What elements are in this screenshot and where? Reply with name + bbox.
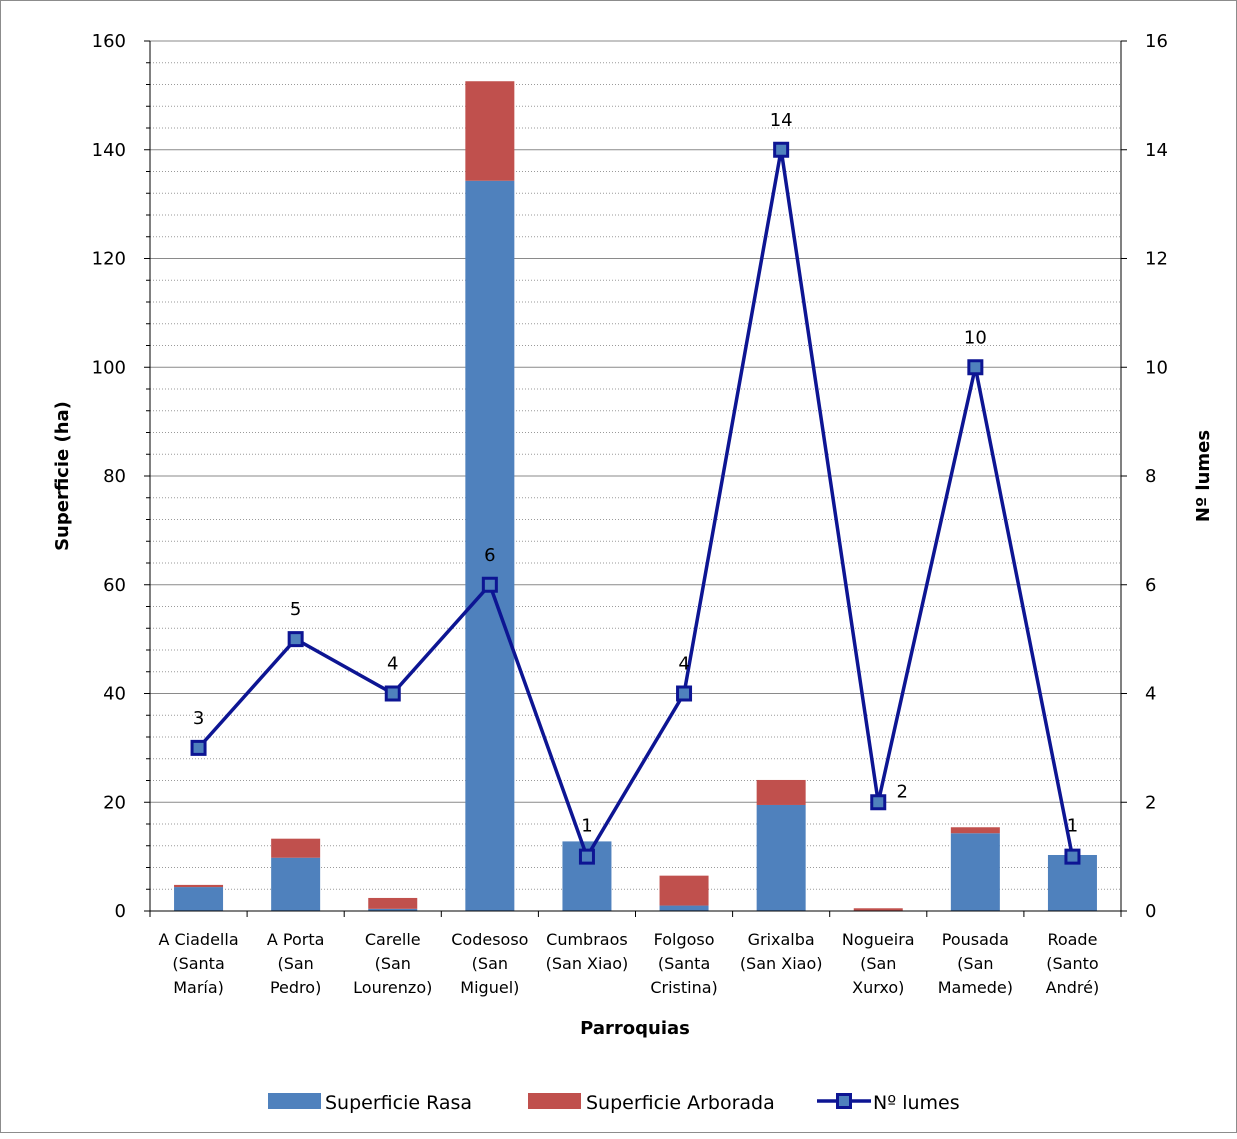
data-label-no-lumes: 6: [484, 545, 495, 566]
bar-superficie-rasa: [368, 908, 418, 911]
x-category-label: Cumbraos: [546, 930, 628, 949]
legend-label-superficie-arborada: Superficie Arborada: [586, 1092, 775, 1114]
x-category-label: Pousada: [942, 930, 1009, 949]
x-category-label: (San: [472, 954, 508, 973]
data-label-no-lumes: 4: [387, 654, 398, 675]
y2-tick-label: 6: [1145, 575, 1156, 596]
y-tick-label: 80: [103, 466, 126, 487]
x-category-label: María): [173, 978, 224, 997]
legend-swatch-superficie-arborada: [528, 1093, 581, 1109]
bar-superficie-arborada: [756, 779, 806, 805]
data-label-no-lumes: 3: [193, 708, 204, 729]
legend-label-no-lumes: Nº lumes: [873, 1092, 960, 1114]
line-marker: [481, 576, 498, 593]
x-category-label: (San Xiao): [546, 954, 629, 973]
bar-superficie-rasa: [465, 180, 515, 911]
y2-tick-label: 16: [1145, 31, 1168, 52]
line-marker: [773, 141, 790, 158]
bar-superficie-rasa: [174, 887, 224, 911]
y2-tick-label: 8: [1145, 466, 1156, 487]
data-label-no-lumes: 2: [897, 781, 908, 802]
x-category-label: (San Xiao): [740, 954, 823, 973]
x-category-label: Mamede): [938, 978, 1013, 997]
data-label-no-lumes: 10: [964, 327, 987, 348]
bar-superficie-arborada: [465, 81, 515, 181]
data-label-no-lumes: 4: [678, 654, 689, 675]
axes: [144, 40, 1127, 917]
y2-axis-title: Nº lumes: [1193, 430, 1214, 522]
legend-label-superficie-rasa: Superficie Rasa: [325, 1092, 472, 1114]
x-category-label: Codesoso: [451, 930, 528, 949]
x-category-label: (Santa: [658, 954, 710, 973]
y-tick-label: 60: [103, 575, 126, 596]
bars: [174, 81, 1097, 911]
x-category-label: Nogueira: [842, 930, 915, 949]
data-label-no-lumes: 14: [770, 110, 793, 131]
line-marker: [967, 359, 984, 376]
x-category-label: Folgoso: [654, 930, 715, 949]
y-tick-label: 40: [103, 684, 126, 705]
y2-tick-label: 10: [1145, 357, 1168, 378]
line-marker: [190, 739, 207, 756]
line-marker: [287, 631, 304, 648]
data-label-no-lumes: 5: [290, 599, 301, 620]
legend: Superficie Rasa Superficie Arborada Nº lum…: [268, 1092, 960, 1114]
x-category-label: Miguel): [460, 978, 519, 997]
bar-superficie-arborada: [950, 827, 1000, 834]
data-label-no-lumes: 1: [581, 816, 592, 837]
y-tick-label: 140: [92, 140, 126, 161]
y-tick-label: 120: [92, 249, 126, 270]
legend-marker-no-lumes: [836, 1093, 852, 1109]
bar-superficie-arborada: [853, 908, 903, 911]
x-category-label: Carelle: [365, 930, 421, 949]
data-label-no-lumes: 1: [1067, 816, 1078, 837]
x-category-label: A Ciadella: [158, 930, 238, 949]
y2-tick-label: 2: [1145, 792, 1156, 813]
line-marker: [870, 794, 887, 811]
bar-superficie-arborada: [368, 897, 418, 909]
legend-swatch-superficie-rasa: [268, 1093, 321, 1109]
y-tick-label: 20: [103, 792, 126, 813]
bar-superficie-rasa: [271, 857, 321, 911]
x-category-label: (San: [375, 954, 411, 973]
y2-tick-label: 4: [1145, 684, 1156, 705]
x-category-label: Pedro): [270, 978, 321, 997]
line-marker: [384, 685, 401, 702]
bar-superficie-rasa: [659, 905, 709, 911]
line-marker: [676, 685, 693, 702]
line-marker: [578, 848, 595, 865]
x-axis-title: Parroquias: [580, 1018, 690, 1039]
x-category-label: André): [1046, 978, 1100, 997]
bar-superficie-arborada: [174, 884, 224, 888]
x-category-label: A Porta: [267, 930, 325, 949]
y2-tick-label: 0: [1145, 901, 1156, 922]
line-marker: [1064, 848, 1081, 865]
bar-superficie-arborada: [271, 838, 321, 858]
line-series: [190, 141, 1081, 865]
y-axis-title: Superficie (ha): [52, 401, 73, 551]
x-category-label: Lourenzo): [353, 978, 432, 997]
y-tick-label: 100: [92, 357, 126, 378]
x-category-label: (San: [860, 954, 896, 973]
x-category-label: (San: [957, 954, 993, 973]
bar-superficie-rasa: [756, 804, 806, 911]
x-category-label: (Santo: [1046, 954, 1098, 973]
x-category-label: Cristina): [650, 978, 717, 997]
y2-tick-label: 12: [1145, 249, 1168, 270]
x-category-label: (Santa: [172, 954, 224, 973]
x-category-label: Xurxo): [852, 978, 904, 997]
x-category-label: Grixalba: [748, 930, 815, 949]
y-tick-label: 160: [92, 31, 126, 52]
line-no-lumes: [197, 149, 1075, 861]
gridlines: [150, 40, 1121, 890]
bar-superficie-rasa: [950, 833, 1000, 911]
bar-superficie-arborada: [659, 875, 709, 906]
y2-tick-label: 14: [1145, 140, 1168, 161]
y-tick-label: 0: [115, 901, 126, 922]
x-category-label: (San: [277, 954, 313, 973]
x-category-label: Roade: [1047, 930, 1097, 949]
